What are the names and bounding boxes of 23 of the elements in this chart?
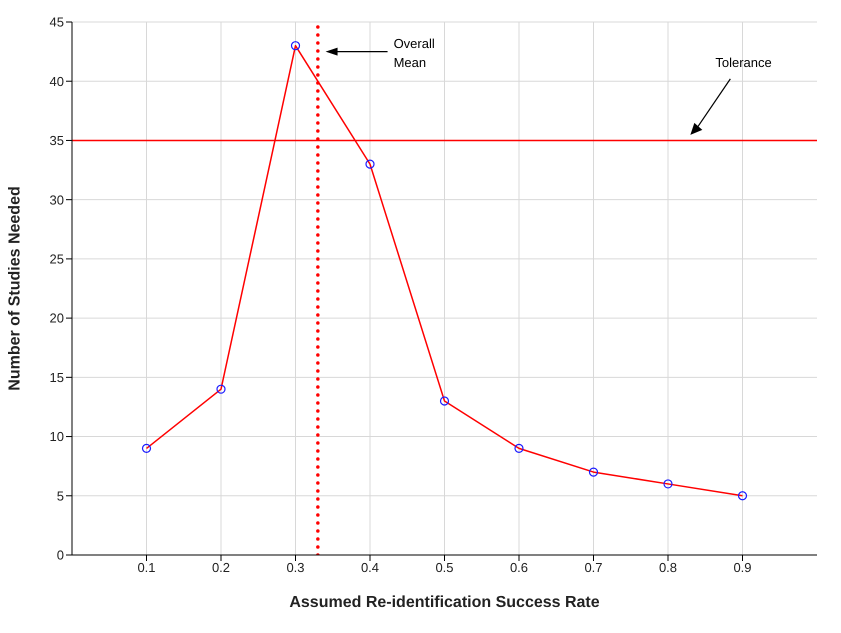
y-tick-label: 25	[50, 252, 64, 267]
x-tick-label: 0.1	[137, 560, 156, 576]
x-tick-label: 0.6	[510, 560, 528, 576]
y-tick-label: 15	[50, 370, 64, 385]
y-tick-label: 35	[50, 133, 64, 148]
y-tick-label: 45	[50, 14, 64, 30]
x-tick-label: 0.2	[212, 560, 230, 576]
y-tick-label: 40	[50, 74, 64, 89]
x-tick-label: 0.7	[584, 560, 603, 576]
x-tick-label: 0.8	[658, 560, 678, 576]
y-tick-label: 0	[56, 548, 64, 563]
y-tick-label: 5	[56, 488, 64, 504]
y-tick-label: 30	[50, 192, 64, 208]
annotation: Overall Mean	[394, 34, 436, 72]
x-tick-label: 0.9	[733, 560, 752, 576]
y-tick-label: 10	[50, 429, 64, 444]
x-tick-label: 0.4	[360, 560, 380, 576]
x-tick-label: 0.3	[286, 560, 305, 576]
annotation: Tolerance	[715, 54, 772, 70]
y-tick-label: 20	[50, 310, 64, 326]
y-axis-title: Number of Studies Needed	[6, 186, 24, 391]
x-tick-label: 0.5	[435, 560, 454, 576]
x-axis-title: Assumed Re-identification Success Rate	[289, 594, 600, 611]
